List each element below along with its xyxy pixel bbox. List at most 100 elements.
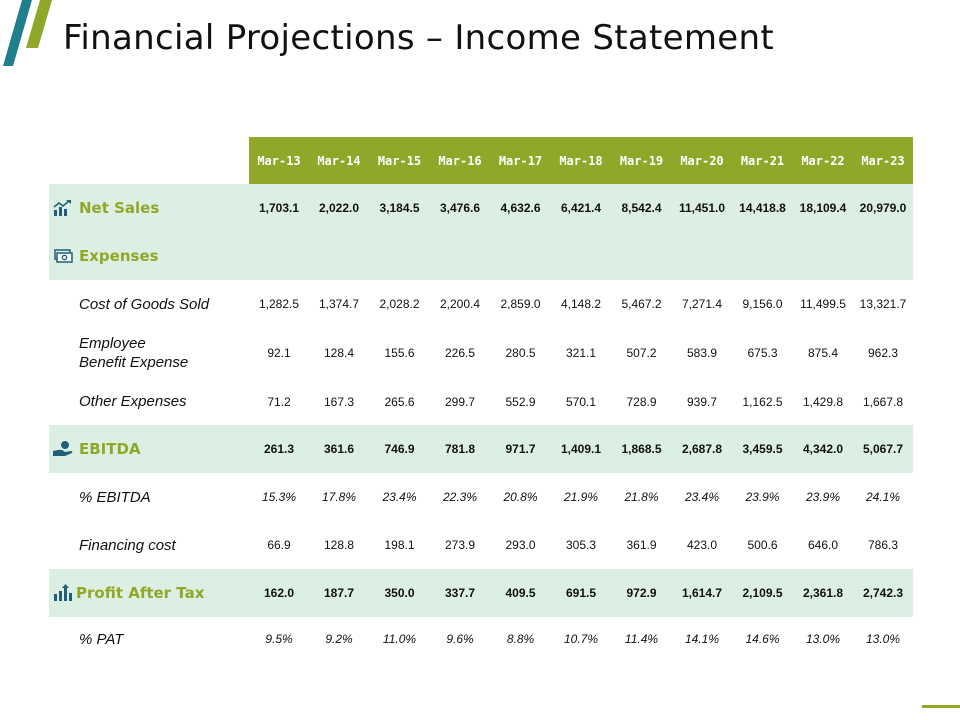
table-cell: 13.0%	[865, 632, 901, 646]
column-header: Mar-20	[672, 137, 732, 184]
table-cell: 5,467.2	[621, 297, 662, 311]
income-statement-table: Mar-13 Mar-14 Mar-15 Mar-16 Mar-17 Mar-1…	[49, 137, 913, 661]
table-cell: 962.3	[867, 346, 899, 360]
table-cell: 23.9%	[745, 490, 780, 504]
table-cell: 162.0	[249, 569, 309, 617]
table-cell: 552.9	[505, 394, 536, 409]
column-header: Mar-16	[430, 137, 490, 184]
table-cell: 7,271.4	[681, 297, 723, 311]
table-cell: 13,321.7	[859, 297, 907, 311]
table-cell: 15.3%	[261, 490, 297, 504]
column-header: Mar-23	[853, 137, 913, 184]
column-header: Mar-22	[793, 137, 853, 184]
table-cell	[793, 232, 853, 280]
column-header: Mar-13	[249, 137, 309, 184]
table-row-pat-percent: % PAT 9.5% 9.2% 11.0% 9.6% 8.8% 10.7% 11…	[49, 617, 913, 661]
corner-stripes-decoration	[3, 0, 52, 66]
table-row-other-expenses: Other Expenses 71.2 167.3 265.6 299.7 55…	[49, 378, 913, 425]
table-row-cost-of-goods-sold: Cost of Goods Sold 1,282.5 1,374.7 2,028…	[49, 280, 913, 328]
header-blank-cell	[49, 137, 249, 184]
table-cell: 3,459.5	[732, 425, 793, 473]
table-cell: 4,342.0	[793, 425, 853, 473]
row-label-text: Net Sales	[79, 198, 160, 217]
table-cell: 24.1%	[865, 490, 901, 504]
table-cell: 2,022.0	[309, 184, 369, 232]
table-cell: 2,859.0	[500, 297, 541, 311]
table-cell: 2,028.2	[379, 297, 420, 311]
table-cell: 128.8	[323, 538, 355, 552]
table-row-ebitda: EBITDA 261.3 361.6 746.9 781.8 971.7 1,4…	[49, 425, 913, 473]
table-row-financing-cost: Financing cost 66.9 128.8 198.1 273.9 29…	[49, 521, 913, 569]
table-cell: 4,148.2	[560, 297, 602, 311]
row-label-text: EBITDA	[79, 439, 141, 458]
table-cell: 2,742.3	[853, 569, 913, 617]
bar-arrow-icon	[54, 584, 72, 602]
table-cell: 646.0	[807, 538, 839, 552]
table-cell: 9.5%	[265, 632, 293, 646]
table-cell: 14.1%	[684, 632, 720, 646]
table-cell: 361.9	[626, 538, 657, 552]
table-cell: 1,868.5	[611, 425, 672, 473]
table-cell: 583.9	[686, 346, 718, 360]
table-cell: 781.8	[430, 425, 490, 473]
table-cell: 66.9	[267, 538, 291, 552]
column-header: Mar-21	[732, 137, 793, 184]
table-cell	[732, 232, 793, 280]
table-cell: 1,282.5	[258, 297, 300, 311]
table-cell: 1,374.7	[318, 297, 360, 311]
table-cell: 939.7	[686, 394, 718, 409]
table-cell: 23.4%	[382, 490, 417, 504]
table-cell: 299.7	[444, 394, 476, 409]
header-row: Mar-13 Mar-14 Mar-15 Mar-16 Mar-17 Mar-1…	[49, 137, 913, 184]
table-cell: 2,200.4	[439, 297, 481, 311]
table-cell: 21.8%	[624, 490, 659, 504]
row-label: Other Expenses	[79, 393, 187, 410]
column-header: Mar-19	[611, 137, 672, 184]
bottom-accent-line	[922, 705, 960, 708]
row-label: EBITDA	[49, 425, 249, 473]
table-cell: 14,418.8	[732, 184, 793, 232]
table-cell: 1,703.1	[249, 184, 309, 232]
table-cell: 1,409.1	[551, 425, 611, 473]
table-row-net-sales: Net Sales 1,703.1 2,022.0 3,184.5 3,476.…	[49, 184, 913, 232]
table-cell: 500.6	[747, 538, 778, 552]
table-cell: 5,067.7	[853, 425, 913, 473]
table-cell: 691.5	[551, 569, 611, 617]
column-header: Mar-17	[490, 137, 551, 184]
table-cell: 22.3%	[442, 490, 478, 504]
table-cell	[551, 232, 611, 280]
table-cell: 728.9	[626, 394, 657, 409]
table-cell	[611, 232, 672, 280]
table-row-expenses: Expenses	[49, 232, 913, 280]
table-cell: 280.5	[505, 346, 536, 360]
table-cell: 11,499.5	[800, 297, 846, 311]
table-cell: 321.1	[565, 346, 597, 360]
money-stack-icon	[54, 249, 73, 263]
table-cell: 971.7	[490, 425, 551, 473]
table-cell: 2,361.8	[793, 569, 853, 617]
table-cell: 9,156.0	[742, 297, 783, 311]
column-header: Mar-18	[551, 137, 611, 184]
table-cell: 350.0	[369, 569, 430, 617]
table-cell: 23.9%	[805, 490, 841, 504]
table-cell: 13.0%	[805, 632, 841, 646]
table-cell: 337.7	[430, 569, 490, 617]
table-cell	[853, 232, 913, 280]
page-title: Financial Projections – Income Statement	[63, 18, 774, 58]
table-cell: 570.1	[565, 394, 597, 409]
table-cell: 3,184.5	[369, 184, 430, 232]
table-cell: 409.5	[490, 569, 551, 617]
row-label: Expenses	[49, 232, 249, 280]
table-cell: 128.4	[323, 346, 355, 360]
table-cell: 265.6	[384, 394, 415, 409]
table-cell: 361.6	[309, 425, 369, 473]
table-cell: 18,109.4	[793, 184, 853, 232]
table-row-employee-benefit-expense: Employee Benefit Expense 92.1 128.4 155.…	[49, 328, 913, 378]
table-cell: 2,687.8	[672, 425, 732, 473]
table-cell	[490, 232, 551, 280]
table-cell: 273.9	[444, 538, 476, 552]
table-cell: 8.8%	[506, 632, 535, 646]
table-cell: 71.2	[267, 394, 291, 409]
table-cell: 20.8%	[503, 490, 538, 504]
table-cell: 675.3	[747, 346, 778, 360]
